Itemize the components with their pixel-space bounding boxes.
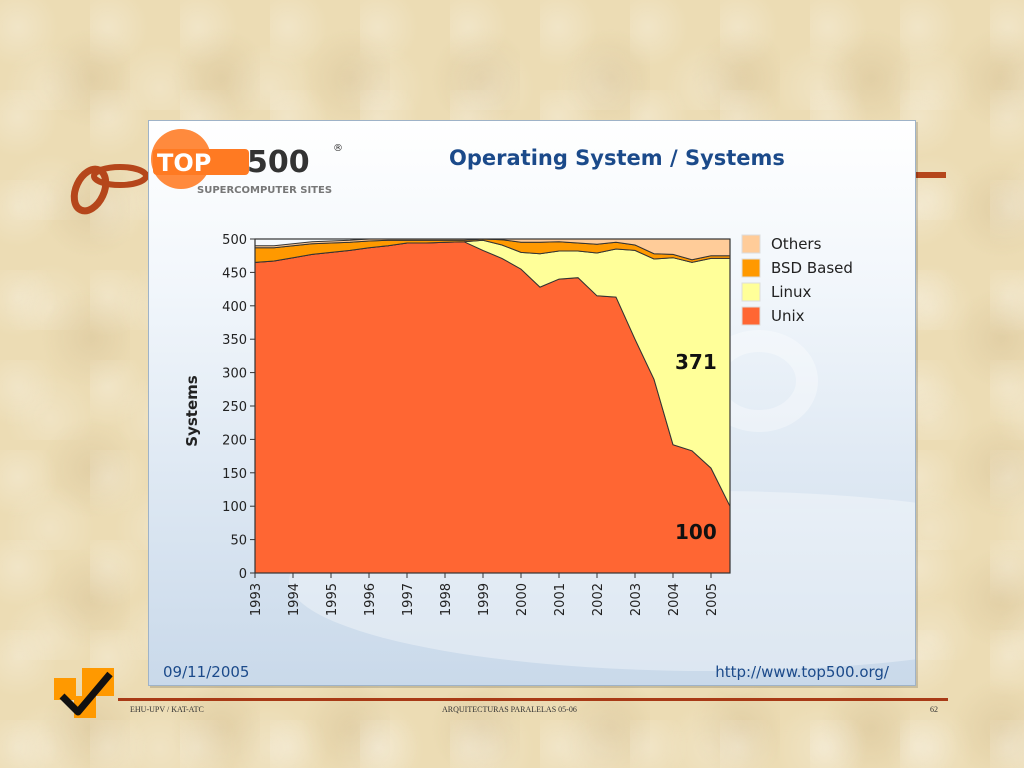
logo-subtitle: SUPERCOMPUTER SITES [197,185,332,196]
annotation-unix-value: 100 [675,520,717,544]
footer-center: ARQUITECTURAS PARALELAS 05-06 [442,705,577,714]
x-tick-label: 1997 [401,583,416,616]
x-tick-label: 1995 [325,583,340,616]
top500-logo: TOP 500 ® SUPERCOMPUTER SITES [151,129,343,196]
y-tick-label: 450 [222,266,247,281]
x-tick-label: 2005 [705,583,720,616]
x-tick-label: 2000 [515,583,530,616]
area-series-group [254,238,731,574]
legend-swatch [741,282,761,302]
logo-registered: ® [333,143,343,154]
legend-swatch [741,258,761,278]
chart-panel: TOP 500 ® SUPERCOMPUTER SITES Operating … [148,120,916,686]
y-tick-label: 150 [222,467,247,482]
footer-left: EHU-UPV / KAT-ATC [130,705,204,714]
chart-url: http://www.top500.org/ [715,663,890,681]
x-tick-label: 2002 [591,583,606,616]
x-tick-label: 2003 [629,583,644,616]
y-tick-label: 400 [222,300,247,315]
legend: Others BSD Based Linux Unix [741,234,853,326]
x-tick-label: 2004 [667,583,682,616]
legend-swatch [741,306,761,326]
y-tick-label: 0 [239,567,247,582]
x-tick-label: 1999 [477,583,492,616]
y-tick-label: 50 [230,534,247,549]
y-tick-label: 200 [222,433,247,448]
legend-swatch [741,234,761,254]
legend-label: Linux [771,283,812,301]
logo-top: TOP [157,149,211,177]
footer-divider [118,698,948,701]
x-tick-label: 1998 [439,583,454,616]
y-tick-label: 500 [222,233,247,248]
chart-svg: TOP 500 ® SUPERCOMPUTER SITES Operating … [151,129,915,681]
legend-label: Others [771,235,822,253]
y-ticks-group: 0 50 100 150 200 250 300 350 400 450 500 [222,233,255,582]
legend-label: BSD Based [771,259,853,277]
annotation-linux-value: 371 [675,350,717,374]
x-ticks-group: 1993 1994 1995 1996 1997 1998 1999 2000 2001 2002… [249,573,720,616]
y-tick-label: 300 [222,367,247,382]
chart-title: Operating System / Systems [449,146,785,170]
right-decoration-bar [916,172,946,178]
y-tick-label: 250 [222,400,247,415]
x-tick-label: 1993 [249,583,264,616]
x-tick-label: 1994 [287,583,302,616]
footer-page: 62 [930,705,938,714]
y-tick-label: 350 [222,333,247,348]
logo-500: 500 [247,145,310,180]
x-tick-label: 2001 [553,583,568,616]
chart-date: 09/11/2005 [163,663,249,681]
x-tick-label: 1996 [363,583,378,616]
y-tick-label: 100 [222,500,247,515]
legend-label: Unix [771,307,805,325]
y-axis-label: Systems [183,375,201,446]
checkmark-icon [54,668,114,718]
